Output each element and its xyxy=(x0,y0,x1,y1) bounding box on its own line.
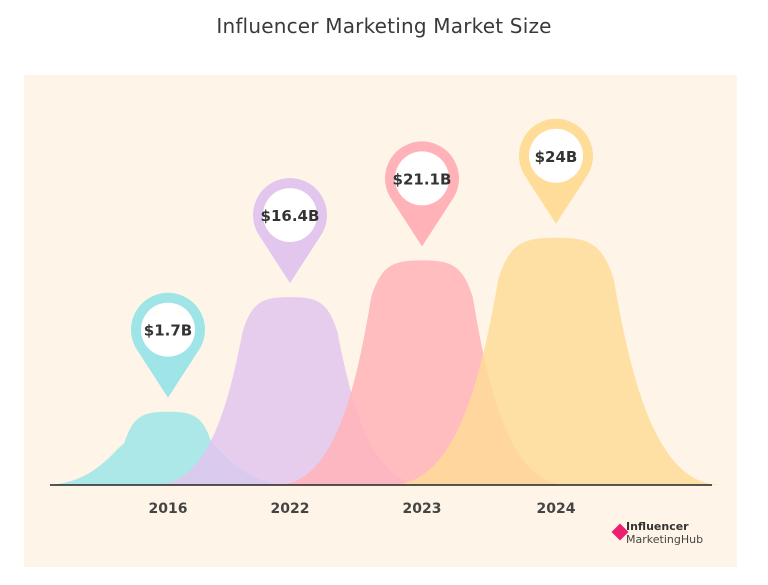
value-label: $24B xyxy=(535,148,578,166)
x-tick-label: 2023 xyxy=(403,501,442,517)
x-tick-label: 2022 xyxy=(271,501,310,517)
value-label: $1.7B xyxy=(144,322,192,340)
value-label: $21.1B xyxy=(393,170,452,188)
influencer-marketing-hub-logo: Influencer MarketingHub xyxy=(611,520,724,550)
x-tick-label: 2024 xyxy=(537,501,576,517)
logo-text-1: Influencer xyxy=(626,520,689,533)
value-label: $16.4B xyxy=(261,207,320,225)
pin-inner-circle xyxy=(529,128,583,183)
pin-inner-circle xyxy=(141,302,195,357)
logo-text-2: MarketingHub xyxy=(626,533,704,546)
x-tick-label: 2016 xyxy=(149,501,188,517)
pin-inner-circle xyxy=(395,151,449,206)
bell-2024 xyxy=(391,237,721,485)
chart-title: Influencer Marketing Market Size xyxy=(216,14,552,38)
pin-inner-circle xyxy=(263,188,317,243)
